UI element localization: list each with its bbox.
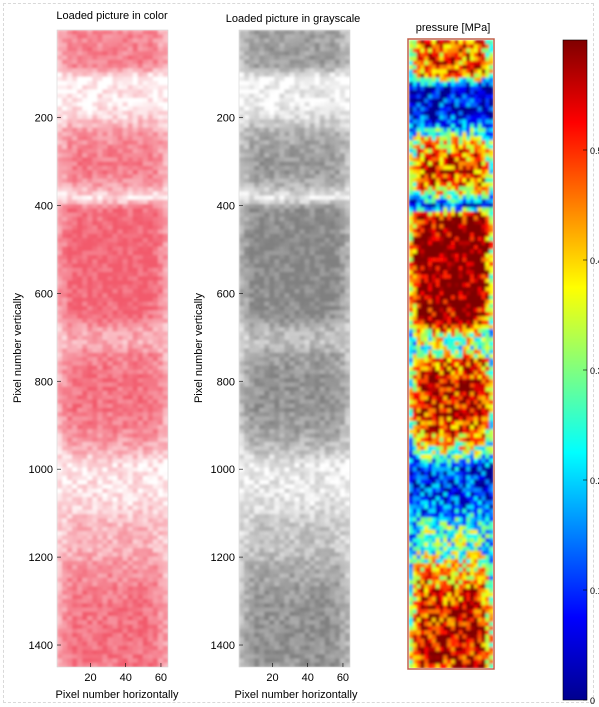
grayscale-picture-title: Loaded picture in grayscale bbox=[226, 13, 361, 25]
x-tick-label: 40 bbox=[302, 672, 314, 684]
figure-frame bbox=[3, 3, 594, 703]
pressure-colorbar: 0 0.1 0.2 0.3 0.4 0.5 bbox=[562, 39, 599, 706]
color-picture-xlabel: Pixel number horizontally bbox=[56, 689, 179, 701]
colorbar-tick-label: 0.4 bbox=[590, 256, 599, 266]
grayscale-picture-panel: Loaded picture in grayscale 200 400 600 800… bbox=[193, 13, 360, 701]
x-tick-label: 20 bbox=[84, 672, 96, 684]
grayscale-picture-xlabel: Pixel number horizontally bbox=[235, 689, 358, 701]
x-tick-label: 60 bbox=[337, 672, 349, 684]
color-picture-image bbox=[57, 30, 168, 667]
y-tick-label: 1000 bbox=[211, 464, 235, 476]
colorbar-tick-label: 0.2 bbox=[590, 476, 599, 486]
x-tick-label: 60 bbox=[155, 672, 167, 684]
color-picture-x-ticks: 20 40 60 bbox=[84, 663, 167, 684]
y-tick-label: 1200 bbox=[29, 552, 53, 564]
y-tick-label: 1000 bbox=[29, 464, 53, 476]
grayscale-picture-axes-box bbox=[238, 29, 351, 668]
y-tick-label: 800 bbox=[217, 376, 235, 388]
color-picture-axes-box bbox=[56, 29, 169, 668]
pressure-map-frame bbox=[407, 38, 495, 670]
color-picture-y-ticks: 200 400 600 800 1000 1200 1400 bbox=[29, 112, 61, 652]
grayscale-picture-y-ticks: 200 400 600 800 1000 1200 1400 bbox=[211, 112, 243, 652]
pressure-map-title: pressure [MPa] bbox=[416, 22, 491, 34]
pressure-map-panel: pressure [MPa] bbox=[407, 22, 495, 670]
color-picture-panel: Loaded picture in color 200 400 600 800 1000… bbox=[12, 10, 179, 701]
y-tick-label: 1200 bbox=[211, 552, 235, 564]
grayscale-picture-ylabel: Pixel number vertically bbox=[193, 292, 205, 403]
x-tick-label: 20 bbox=[266, 672, 278, 684]
color-picture-title: Loaded picture in color bbox=[56, 10, 168, 22]
color-picture-ylabel: Pixel number vertically bbox=[12, 292, 24, 403]
pressure-map-image bbox=[409, 40, 493, 668]
grayscale-picture-image bbox=[239, 30, 350, 667]
y-tick-label: 400 bbox=[217, 200, 235, 212]
y-tick-label: 800 bbox=[35, 376, 53, 388]
colorbar-tick-label: 0.3 bbox=[590, 366, 599, 376]
colorbar-ticks: 0 0.1 0.2 0.3 0.4 0.5 bbox=[583, 146, 599, 706]
y-tick-label: 600 bbox=[217, 288, 235, 300]
y-tick-label: 1400 bbox=[211, 640, 235, 652]
y-tick-label: 400 bbox=[35, 200, 53, 212]
y-tick-label: 1400 bbox=[29, 640, 53, 652]
colorbar-tick-label: 0 bbox=[590, 696, 595, 706]
grayscale-picture-x-ticks: 20 40 60 bbox=[266, 663, 349, 684]
x-tick-label: 40 bbox=[120, 672, 132, 684]
y-tick-label: 200 bbox=[35, 112, 53, 124]
colorbar-tick-label: 0.5 bbox=[590, 146, 599, 156]
y-tick-label: 200 bbox=[217, 112, 235, 124]
colorbar-tick-label: 0.1 bbox=[590, 586, 599, 596]
y-tick-label: 600 bbox=[35, 288, 53, 300]
